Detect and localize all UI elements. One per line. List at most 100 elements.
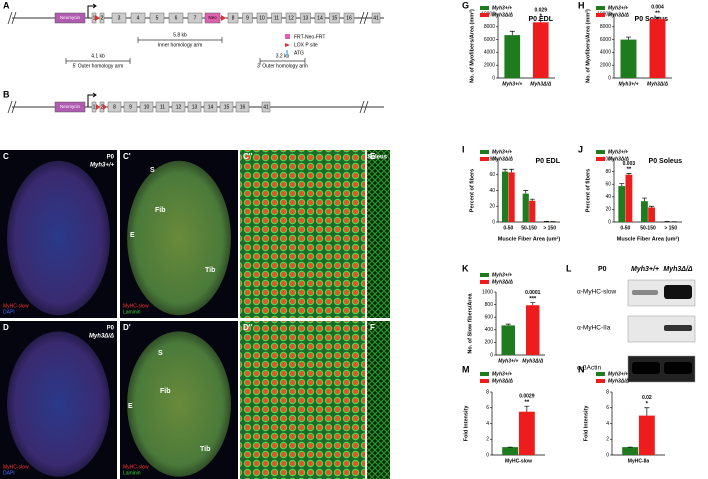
exon [371, 12, 381, 24]
band [664, 362, 692, 374]
y-tick-label: 4 [606, 421, 609, 427]
error-bar [649, 205, 655, 208]
error-bar [655, 16, 660, 20]
exon [187, 101, 202, 113]
exon-label: 14 [208, 104, 214, 110]
error-bar [626, 36, 631, 40]
legend-label: LOX P site [294, 42, 318, 48]
exon [300, 12, 311, 24]
exon-label: 6 [175, 15, 178, 21]
panel-letter: K [462, 263, 469, 273]
exon-label: 9 [246, 15, 249, 21]
region-label: Fib [155, 207, 166, 214]
legend-label: Myh3Δ/Δ [492, 378, 514, 384]
x-tick-label: > 150 [664, 225, 677, 231]
bar [501, 325, 515, 355]
exon [130, 12, 146, 24]
micrograph [127, 331, 231, 477]
y-tick-label: 6000 [484, 37, 495, 43]
stain-label: MyHC-slow [3, 303, 29, 309]
image-label: P0 [107, 155, 115, 161]
y-tick-label: 4 [486, 421, 489, 427]
y-tick-label: 6 [606, 405, 609, 411]
bar [501, 171, 509, 222]
region-label: E [128, 403, 133, 410]
legend-swatch [480, 150, 489, 154]
y-tick-label: 0 [486, 452, 489, 458]
y-tick-label: 0 [490, 352, 493, 358]
promoter-label: Neomycin [60, 104, 81, 109]
panel-letter: F [370, 323, 375, 332]
bar [625, 174, 633, 222]
region-label: Tib [205, 267, 215, 274]
significance: * [646, 401, 649, 407]
panel-letter: G [462, 0, 469, 10]
bar [649, 19, 666, 78]
panel-letter: B [3, 89, 10, 99]
image-label: P0 [107, 326, 115, 332]
homology-arm [65, 58, 131, 64]
exon-label: 8 [232, 15, 235, 21]
bar [504, 35, 521, 78]
x-tick-label: Myh3+/+ [618, 81, 638, 87]
chart-title: P0 EDL [528, 16, 553, 23]
p-value: 0.0029 [519, 394, 535, 400]
exon [242, 12, 253, 24]
stain-label: MyHC-slow [123, 464, 149, 470]
error-bar [505, 323, 511, 326]
error-bar [509, 168, 515, 173]
legend-swatch [596, 157, 605, 161]
legend-swatch [480, 372, 489, 376]
micrograph [240, 321, 365, 479]
y-tick-label: 2000 [484, 63, 495, 69]
chart-title: P0 Soleus [649, 158, 683, 165]
exon [139, 101, 154, 113]
break-mark [359, 11, 369, 25]
y-tick-label: 8000 [484, 24, 495, 30]
y-tick-label: 2000 [600, 63, 611, 69]
p-value: 0.029 [534, 8, 547, 14]
exon-label: 41 [263, 104, 269, 110]
y-tick-label: 800 [485, 302, 494, 308]
y-axis-label: Percent of fibers [469, 169, 475, 212]
exon [171, 101, 186, 113]
panel-letter: D'' [243, 323, 253, 332]
y-tick-label: 4000 [484, 50, 495, 56]
band-label: α-MyHC-slow [577, 289, 616, 296]
y-tick-label: 40 [489, 188, 495, 194]
y-axis-label: Fold Intensity [463, 405, 469, 442]
y-tick-label: 0 [606, 452, 609, 458]
y-tick-label: 200 [485, 340, 494, 346]
y-tick-label: 80 [489, 156, 495, 162]
exon-label: 9 [129, 104, 132, 110]
bar [526, 305, 540, 355]
exon-label: 2 [101, 104, 104, 110]
panel-letter: C' [123, 152, 131, 161]
exon [235, 101, 250, 113]
arm-label: 5' Outer homology arm [73, 63, 124, 69]
y-tick-label: 4000 [600, 50, 611, 56]
error-bar [641, 197, 647, 202]
x-tick-label: Myh3Δ/Δ [522, 358, 544, 364]
loxp [96, 104, 100, 110]
stain-label: DAPI [3, 470, 15, 476]
y-tick-label: 8000 [600, 24, 611, 30]
legend-lox [285, 43, 290, 47]
exon [329, 12, 340, 24]
legend-swatch [480, 157, 489, 161]
exon [107, 101, 122, 113]
band-label: α-MyHC-IIa [577, 325, 611, 332]
y-axis-label: Fold Intensity [583, 405, 589, 442]
panel-letter: E [370, 152, 376, 161]
error-bar [644, 407, 650, 416]
y-tick-label: 0 [492, 75, 495, 81]
y-tick-label: 6 [486, 405, 489, 411]
arm-label: Inner homology arm [158, 42, 202, 48]
exon-label: 11 [274, 15, 279, 21]
y-tick-label: 8 [486, 389, 489, 395]
promoter-label: Neomycin [60, 15, 81, 20]
break-mark [7, 11, 17, 25]
legend-swatch [480, 273, 489, 277]
y-axis-label: No. of Myofibers/Area (mm²) [468, 9, 475, 83]
exon-label: 3 [118, 15, 121, 21]
